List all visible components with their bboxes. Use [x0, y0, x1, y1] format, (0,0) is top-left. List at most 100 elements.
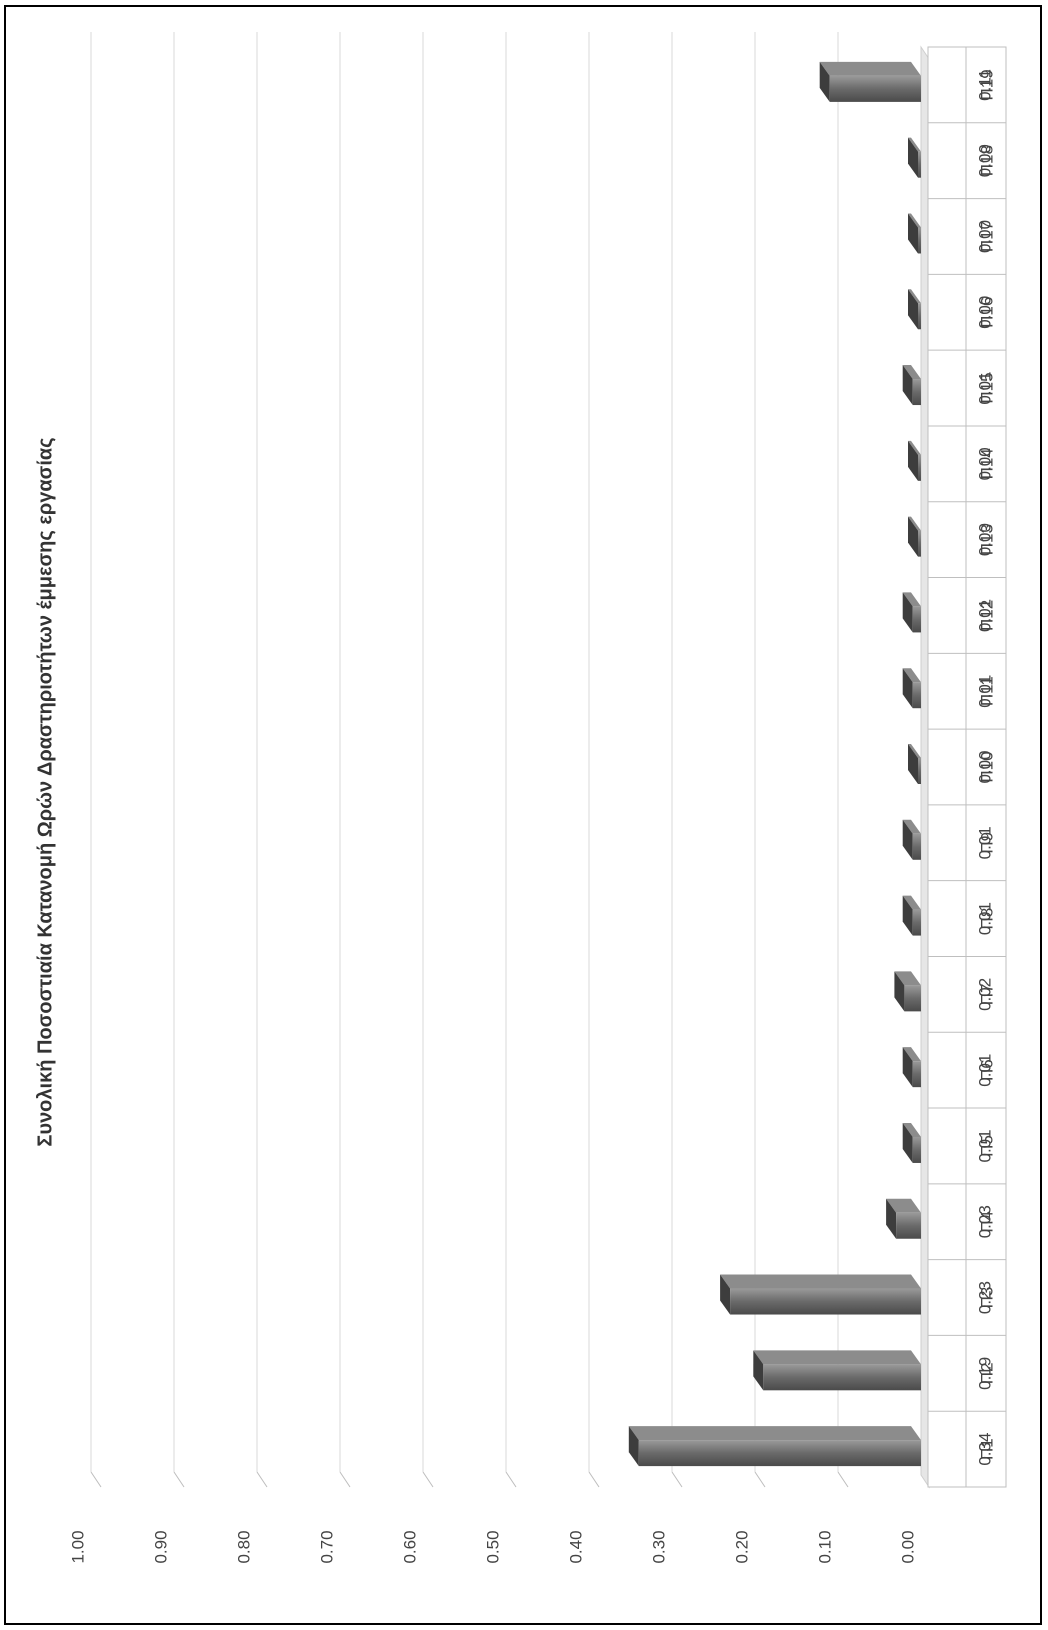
bars	[628, 61, 921, 1467]
bar	[638, 1440, 921, 1467]
data-table-category-label: Π16	[977, 297, 996, 328]
bar-top-face	[720, 1274, 921, 1289]
bar	[912, 682, 921, 709]
bar	[918, 454, 921, 481]
data-table-category-label: Π13	[977, 524, 996, 555]
data-table-value-label: 0.01	[975, 1054, 994, 1087]
data-table-category-label: Π5	[977, 1135, 996, 1157]
bar-top-face	[902, 365, 921, 380]
bar-end-face	[902, 1047, 913, 1088]
bar-end-face	[908, 213, 918, 254]
bar-end-face	[819, 61, 830, 102]
bar-top-face	[902, 895, 921, 910]
bar	[918, 227, 921, 254]
data-table-category-label: Π4	[977, 1211, 996, 1233]
data-table-category-label: Π11	[977, 676, 996, 706]
bar-end-face	[902, 1122, 913, 1163]
chart-title-group: Συνολική Ποσοστιαία Κατανομή Ωρών Δραστη…	[34, 437, 56, 1146]
data-table-category-label: Π3	[977, 1287, 996, 1309]
bar-top-face	[902, 1047, 921, 1062]
bar-top-face	[894, 971, 921, 986]
data-table-value-label: 0.00	[975, 296, 994, 329]
y-tick-label: 0.20	[732, 1530, 751, 1563]
data-table-category-label: Π7	[977, 984, 996, 1006]
y-tick-label: 0.90	[151, 1530, 170, 1563]
data-table-category-label: Π6	[977, 1059, 996, 1081]
y-tick-label: 0.00	[898, 1530, 917, 1563]
bar	[918, 530, 921, 557]
gridline-tail	[256, 1471, 268, 1488]
data-table-value-label: 0.19	[975, 1357, 994, 1390]
bar-end-face	[886, 1198, 897, 1239]
bar-end-face	[720, 1274, 731, 1315]
data-table-category-label: Π9	[977, 832, 996, 854]
bar	[918, 758, 921, 784]
bar-end-face	[908, 440, 918, 481]
gridline-tail	[339, 1471, 351, 1488]
data-table-value-label: 0.00	[975, 447, 994, 480]
chart-frame: Π1 0.34 Π2 0.19 Π3 0.23 Π4 0.03 Π5 0.01 Π6 0.01 Π7 0.…	[4, 5, 1042, 1625]
gridline-tail	[173, 1471, 185, 1488]
gridline-tail	[422, 1471, 434, 1488]
bar-top-face	[902, 592, 921, 607]
data-table-value-label: 0.23	[975, 1281, 994, 1314]
data-table-value-label: 0.00	[975, 220, 994, 253]
bar-top-face	[908, 516, 921, 531]
y-tick-label: 1.00	[68, 1530, 87, 1563]
bar	[918, 151, 921, 178]
gridlines	[90, 32, 849, 1488]
data-table-value-label: 0.01	[975, 372, 994, 405]
bar	[912, 379, 921, 406]
data-table-value-label: 0.01	[975, 1129, 994, 1162]
bar	[912, 833, 921, 860]
gridline-tail	[90, 1471, 102, 1488]
data-table-value-label: 0.34	[975, 1433, 994, 1466]
y-tick-label: 0.30	[649, 1530, 668, 1563]
bar-top-face	[908, 213, 921, 228]
chart-title: Συνολική Ποσοστιαία Κατανομή Ωρών Δραστη…	[34, 437, 56, 1146]
bar-top-face	[886, 1198, 921, 1213]
y-tick-label: 0.40	[566, 1530, 585, 1563]
data-table-category-label: Π14	[977, 448, 996, 479]
bar-end-face	[894, 971, 905, 1012]
y-tick-label: 0.80	[234, 1530, 253, 1563]
gridline-tail	[671, 1471, 683, 1488]
bar-end-face	[902, 365, 913, 406]
data-table-value-label: 0.02	[975, 978, 994, 1011]
bar-end-face	[902, 592, 913, 633]
bar-end-face	[908, 137, 918, 178]
gridline-tail	[588, 1471, 600, 1488]
data-table-category-label: Π12	[977, 600, 996, 631]
bar-top-face	[753, 1350, 921, 1365]
gridline-tail	[754, 1471, 766, 1488]
data-table-value-label: 0.11	[975, 69, 994, 101]
bar	[912, 909, 921, 936]
bar	[912, 606, 921, 633]
bar-end-face	[902, 668, 913, 709]
bar-top-face	[908, 440, 921, 455]
bar-end-face	[908, 744, 918, 784]
data-table-category-label: Π10	[977, 751, 996, 782]
data-table-value-label: 0.01	[975, 675, 994, 708]
y-tick-label: 0.70	[317, 1530, 336, 1563]
bar-top-face	[908, 744, 921, 758]
bar	[912, 1136, 921, 1163]
data-table-category-label: Π8	[977, 908, 996, 930]
bar-end-face	[908, 289, 918, 330]
bar-end-face	[902, 819, 913, 860]
data-table-value-label: 0.03	[975, 1205, 994, 1238]
data-table: Π10.34Π20.19Π30.23Π40.03Π50.01Π60.01Π70.…	[927, 46, 1007, 1488]
data-table-value-label: 0.00	[975, 144, 994, 177]
data-table-category-label: Π18	[977, 145, 996, 176]
y-tick-label: 0.50	[483, 1530, 502, 1563]
bar	[896, 1212, 921, 1239]
y-tick-label: 0.10	[815, 1530, 834, 1563]
bar	[829, 75, 921, 102]
chart-svg: Π10.34Π20.19Π30.23Π40.03Π50.01Π60.01Π70.…	[34, 32, 1007, 1564]
data-table-value-label: 0.00	[975, 750, 994, 783]
bar-top-face	[902, 668, 921, 683]
bar	[912, 1061, 921, 1088]
bar-end-face	[753, 1350, 764, 1391]
y-axis-tick-labels: 0.00 0.10 0.20 0.30 0.40 0.50 0.60 0.70 0.80 0.90…	[68, 1530, 917, 1563]
data-table-category-label: Π15	[977, 372, 996, 403]
